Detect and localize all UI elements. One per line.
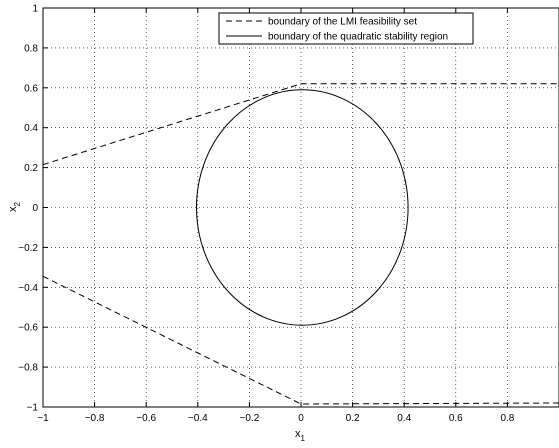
- y-tick-label: −0.8: [18, 363, 38, 374]
- y-axis-label: x2: [7, 201, 22, 212]
- y-tick-label: −0.6: [18, 323, 38, 334]
- y-tick-label: 1: [32, 4, 38, 15]
- legend-label-quadratic: boundary of the quadratic stability regi…: [268, 32, 448, 43]
- lmi-boundary-upper-line: [42, 83, 559, 166]
- x-tick-label: −0.4: [188, 413, 208, 424]
- axes-box: [42, 7, 559, 408]
- x-axis-label: x1: [295, 428, 306, 443]
- y-tick-label: 0.2: [24, 163, 38, 174]
- y-tick-label: −0.4: [18, 283, 38, 294]
- grid: [43, 8, 559, 407]
- x-tick-label: 0.2: [346, 413, 360, 424]
- x-tick-label: 0.6: [449, 413, 463, 424]
- x-tick-label: −1: [37, 413, 49, 424]
- plot-series: [42, 83, 559, 405]
- tick-labels: −1 −0.8 −0.6 −0.4 −0.2 0 0.2 0.4 0.6 0.8 −1 −0.8 −0.…: [18, 4, 515, 425]
- legend: boundary of the LMI feasibility set boun…: [218, 12, 474, 45]
- x-tick-label: 0.4: [397, 413, 411, 424]
- y-tick-label: −1: [27, 403, 39, 414]
- quadratic-stability-boundary-line: [196, 89, 409, 326]
- tick-marks: [42, 7, 508, 408]
- y-tick-label: 0.4: [24, 123, 38, 134]
- y-tick-label: 0.6: [24, 83, 38, 94]
- x-tick-label: 0: [298, 413, 304, 424]
- x-tick-label: −0.2: [240, 413, 260, 424]
- legend-box: [218, 12, 474, 45]
- x-tick-label: 0.8: [500, 413, 514, 424]
- x-tick-label: −0.6: [136, 413, 156, 424]
- x-tick-label: −0.8: [85, 413, 105, 424]
- legend-label-lmi: boundary of the LMI feasibility set: [268, 17, 417, 28]
- y-tick-label: −0.2: [18, 243, 38, 254]
- y-tick-label: 0.8: [24, 43, 38, 54]
- lmi-boundary-lower-line: [42, 275, 559, 405]
- y-tick-label: 0: [32, 203, 38, 214]
